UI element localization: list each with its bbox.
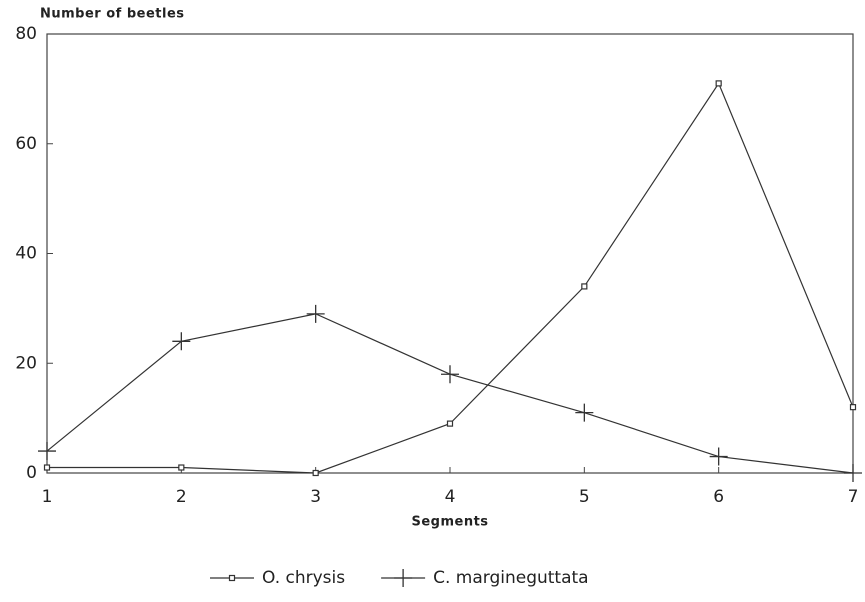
x-axis-label: Segments	[411, 515, 488, 530]
point	[306, 304, 325, 323]
point	[43, 464, 51, 471]
x-tick-label: 4	[445, 487, 456, 507]
legend-label: O. chrysis	[262, 568, 345, 588]
series-line	[47, 82, 854, 474]
x-tick-label: 6	[713, 487, 724, 507]
point	[849, 404, 857, 411]
point	[575, 403, 594, 422]
point	[709, 447, 728, 466]
x-tick-label: 3	[310, 487, 321, 507]
x-tick-label: 1	[42, 487, 53, 507]
x-tick-label: 2	[176, 487, 187, 507]
y-tick-label: 20	[15, 353, 37, 373]
y-axis-label: Number of beetles	[40, 7, 185, 22]
point	[38, 442, 56, 461]
x-tick-label: 7	[848, 487, 859, 507]
point	[312, 469, 319, 477]
point	[581, 283, 588, 290]
legend-label: C. margineguttata	[433, 568, 589, 588]
point	[844, 464, 862, 482]
legend-marker	[228, 574, 236, 582]
series-line	[46, 313, 854, 474]
x-tick-label: 5	[579, 487, 590, 507]
point	[441, 365, 459, 384]
point	[446, 420, 454, 427]
point	[178, 464, 185, 471]
point	[172, 332, 191, 351]
point	[715, 80, 722, 87]
plot-frame	[46, 33, 854, 474]
y-tick-label: 40	[15, 244, 37, 264]
legend-marker	[394, 569, 413, 587]
y-tick-label: 60	[15, 134, 37, 154]
y-tick-label: 80	[15, 24, 37, 44]
y-tick-label: 0	[26, 463, 37, 483]
